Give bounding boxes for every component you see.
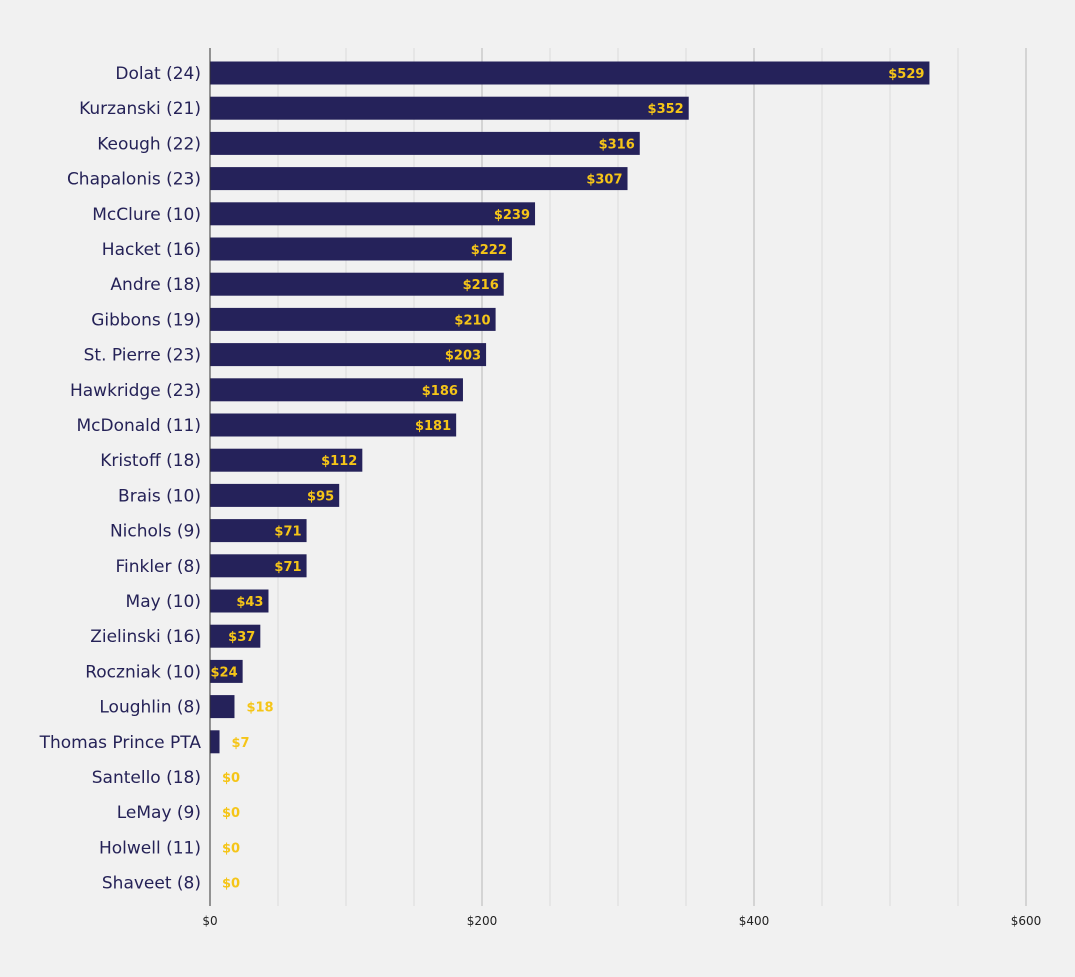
category-label: Santello (18) bbox=[92, 768, 201, 788]
value-label: $24 bbox=[210, 665, 237, 680]
value-label: $0 bbox=[222, 771, 240, 786]
value-label: $0 bbox=[222, 877, 240, 892]
category-label: Finkler (8) bbox=[115, 557, 201, 577]
category-label: Dolat (24) bbox=[115, 64, 201, 84]
category-label: Hacket (16) bbox=[102, 240, 201, 260]
value-label: $112 bbox=[321, 454, 357, 469]
category-label: Loughlin (8) bbox=[99, 698, 201, 718]
category-label: Zielinski (16) bbox=[90, 627, 201, 647]
category-label: Nichols (9) bbox=[110, 522, 201, 542]
bar bbox=[210, 695, 235, 719]
category-label: McClure (10) bbox=[92, 205, 201, 225]
value-label: $186 bbox=[422, 384, 458, 399]
category-label: Chapalonis (23) bbox=[67, 170, 201, 190]
value-label: $181 bbox=[415, 419, 451, 434]
value-label: $18 bbox=[246, 701, 273, 716]
value-label: $0 bbox=[222, 841, 240, 856]
value-label: $352 bbox=[648, 102, 684, 117]
grid-lines bbox=[277, 48, 1027, 906]
bar bbox=[210, 413, 457, 437]
value-label: $307 bbox=[586, 173, 622, 188]
category-label: Shaveet (8) bbox=[102, 874, 201, 894]
bar bbox=[210, 448, 363, 472]
bar bbox=[210, 378, 463, 402]
value-labels: $529 $352 $316 $307 $239 $222 $216 $210 $203 $186… bbox=[210, 67, 924, 892]
bar bbox=[210, 131, 640, 155]
bar bbox=[210, 519, 307, 543]
category-label: Gibbons (19) bbox=[91, 310, 201, 330]
category-label: Roczniak (10) bbox=[85, 662, 201, 682]
category-label: St. Pierre (23) bbox=[84, 346, 201, 366]
category-label: Hawkridge (23) bbox=[70, 381, 201, 401]
category-labels: Dolat (24) Kurzanski (21) Keough (22) Chapa… bbox=[39, 64, 202, 894]
category-label: Kurzanski (21) bbox=[79, 99, 201, 119]
bar bbox=[210, 624, 261, 648]
value-label: $71 bbox=[274, 525, 301, 540]
x-tick-label: $600 bbox=[1011, 914, 1042, 928]
value-label: $239 bbox=[494, 208, 530, 223]
bar bbox=[210, 589, 269, 613]
value-label: $95 bbox=[307, 489, 334, 504]
x-tick-label: $0 bbox=[202, 914, 217, 928]
category-label: May (10) bbox=[126, 592, 201, 612]
bar bbox=[210, 61, 930, 85]
bar bbox=[210, 483, 340, 507]
value-label: $222 bbox=[471, 243, 507, 258]
value-label: $71 bbox=[274, 560, 301, 575]
x-tick-label: $400 bbox=[739, 914, 770, 928]
category-label: Thomas Prince PTA bbox=[39, 733, 202, 753]
value-label: $0 bbox=[222, 806, 240, 821]
value-label: $216 bbox=[463, 278, 499, 293]
bar bbox=[210, 237, 512, 261]
bar bbox=[210, 554, 307, 578]
category-label: LeMay (9) bbox=[117, 803, 201, 823]
bar bbox=[210, 659, 243, 683]
bar bbox=[210, 343, 487, 367]
bar bbox=[210, 96, 689, 120]
bar bbox=[210, 730, 220, 754]
category-label: Andre (18) bbox=[110, 275, 201, 295]
category-label: Brais (10) bbox=[118, 486, 201, 506]
category-label: McDonald (11) bbox=[76, 416, 201, 436]
category-label: Holwell (11) bbox=[99, 838, 201, 858]
value-label: $43 bbox=[236, 595, 263, 610]
category-label: Kristoff (18) bbox=[100, 451, 201, 471]
value-label: $210 bbox=[454, 313, 490, 328]
x-axis-tick-labels: $0 $200 $400 $600 bbox=[202, 914, 1041, 928]
bar bbox=[210, 202, 536, 226]
category-label: Keough (22) bbox=[97, 134, 201, 154]
x-tick-label: $200 bbox=[467, 914, 498, 928]
value-label: $37 bbox=[228, 630, 255, 645]
bar bbox=[210, 272, 504, 296]
value-label: $203 bbox=[445, 349, 481, 364]
bar bbox=[210, 167, 628, 191]
value-label: $529 bbox=[888, 67, 924, 82]
value-label: $316 bbox=[599, 137, 635, 152]
bars bbox=[210, 61, 930, 754]
bar bbox=[210, 307, 496, 331]
value-label: $7 bbox=[232, 736, 250, 751]
